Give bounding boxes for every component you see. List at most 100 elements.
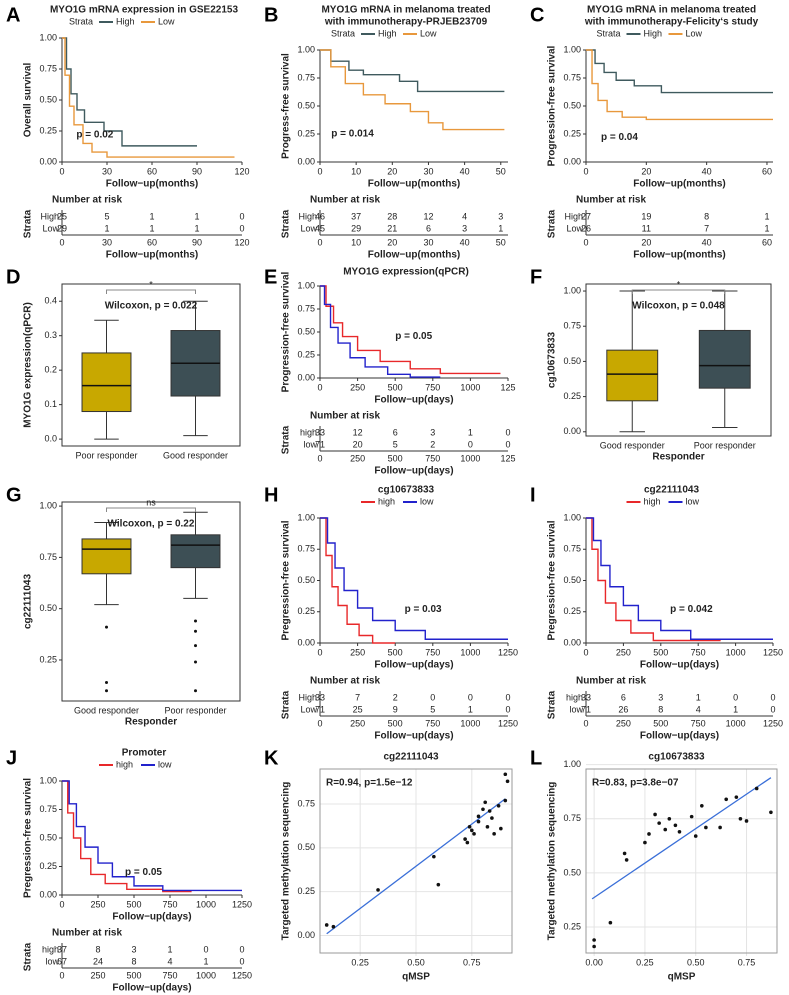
point <box>754 786 759 791</box>
plot-frame <box>319 768 513 954</box>
risk-x-tick-label: 20 <box>641 237 651 247</box>
risk-count: 2 <box>430 439 435 449</box>
y-tick-label: 0.50 <box>39 94 57 104</box>
x-axis-title: Follow−up(months) <box>368 179 461 190</box>
risk-strata: High <box>40 211 59 221</box>
box <box>606 349 659 402</box>
chart-title: MYO1G mRNA expression in GSE22153 <box>50 5 238 16</box>
y-tick-label: 0.1 <box>44 399 57 409</box>
y-tick-label: 0.75 <box>563 72 581 82</box>
risk-title: Number at risk <box>310 411 380 422</box>
risk-count: 6 <box>393 427 398 437</box>
risk-count: 0 <box>239 223 244 233</box>
risk-count: 21 <box>387 223 397 233</box>
box <box>81 538 132 575</box>
risk-count: 1 <box>149 223 154 233</box>
y-tick-label: 0.25 <box>563 606 581 616</box>
risk-count: 4 <box>696 704 701 714</box>
x-tick-label: 50 <box>496 166 506 176</box>
risk-y-title: Strata <box>23 209 34 238</box>
risk-count: 3 <box>131 944 136 954</box>
risk-count: 26 <box>618 704 628 714</box>
point <box>470 828 474 833</box>
x-tick-label: 1250 <box>232 899 252 909</box>
risk-count: 7 <box>355 692 360 702</box>
p-value: p = 0.05 <box>125 867 162 878</box>
risk-strata: low <box>303 439 317 449</box>
y-tick-label: 1.00 <box>297 280 315 290</box>
risk-x-tick-label: 1250 <box>232 970 252 980</box>
x-tick-label: 1000 <box>460 382 480 392</box>
risk-title: Number at risk <box>310 195 380 206</box>
risk-y-title: Strata <box>281 209 292 238</box>
panel-letter: J <box>6 747 17 769</box>
risk-count: 6 <box>426 223 431 233</box>
risk-count: 0 <box>468 692 473 702</box>
x-tick-label: 0.75 <box>738 957 756 967</box>
point <box>677 829 682 834</box>
x-tick-label: 250 <box>90 899 105 909</box>
x-tick-label: 10 <box>351 166 361 176</box>
risk-count: 1 <box>167 944 172 954</box>
x-tick-label: 250 <box>616 647 631 657</box>
point <box>324 923 329 927</box>
x-tick-label: 60 <box>147 166 157 176</box>
y-tick-label: 0.75 <box>297 544 315 554</box>
survival-curve <box>586 49 773 94</box>
risk-count: 6 <box>621 692 626 702</box>
risk-count: 0 <box>239 211 244 221</box>
panel-letter: A <box>6 4 20 26</box>
outlier <box>194 619 197 623</box>
y-axis-title: Progression-free survival <box>547 45 558 166</box>
chart-title: MYO1G mRNA in melanoma treated <box>587 5 756 16</box>
risk-title: Number at risk <box>52 195 122 206</box>
risk-count: 0 <box>770 692 775 702</box>
x-axis-title: Follow−up(days) <box>374 395 453 406</box>
y-tick-label: 0.00 <box>563 637 581 647</box>
risk-x-tick-label: 750 <box>691 718 706 728</box>
risk-count: 12 <box>353 427 363 437</box>
risk-count: 0 <box>733 692 738 702</box>
outlier <box>194 644 197 648</box>
point <box>592 938 596 942</box>
y-tick-label: 0.50 <box>563 867 581 877</box>
y-tick-label: 0.50 <box>563 356 581 366</box>
point <box>503 772 508 777</box>
risk-strata: High <box>298 211 317 221</box>
x-tick-label: 0 <box>59 166 64 176</box>
legend-label: low <box>420 496 434 506</box>
risk-count: 0 <box>505 704 510 714</box>
risk-count: 1 <box>203 956 208 966</box>
legend-label: low <box>158 759 172 769</box>
risk-count: 1 <box>149 211 154 221</box>
risk-x-tick-label: 40 <box>460 237 470 247</box>
correlation: R=0.94, p=1.5e−12 <box>326 778 413 789</box>
y-tick-label: 0.75 <box>297 798 315 808</box>
point <box>496 804 501 808</box>
box <box>698 329 751 389</box>
x-tick-label: 250 <box>350 647 365 657</box>
point <box>503 798 508 803</box>
risk-x-tick-label: 1000 <box>726 718 746 728</box>
x-tick-label: 0.00 <box>585 957 603 967</box>
risk-x-tick-label: 120 <box>234 237 249 247</box>
risk-count: 9 <box>393 704 398 714</box>
x-tick-label: 0.50 <box>687 957 705 967</box>
x-tick-label: 1250 <box>498 647 518 657</box>
y-tick-label: 0.50 <box>39 832 57 842</box>
legend-label: low <box>686 496 700 506</box>
risk-count: 3 <box>430 427 435 437</box>
risk-strata: Low <box>42 223 59 233</box>
y-axis-title: Targeted methylation sequencing <box>281 782 292 941</box>
significance: * <box>677 279 681 289</box>
x-tick-label: 500 <box>126 899 141 909</box>
risk-count: 29 <box>351 223 361 233</box>
risk-count: 0 <box>505 427 510 437</box>
y-tick-label: 1.00 <box>297 512 315 522</box>
risk-x-tick-label: 500 <box>388 453 403 463</box>
chart-title: cg10673833 <box>378 485 435 496</box>
y-tick-label: 0.25 <box>563 391 581 401</box>
y-tick-label: 0.50 <box>297 575 315 585</box>
p-value: p = 0.05 <box>395 331 432 342</box>
survival-curve <box>320 517 396 644</box>
